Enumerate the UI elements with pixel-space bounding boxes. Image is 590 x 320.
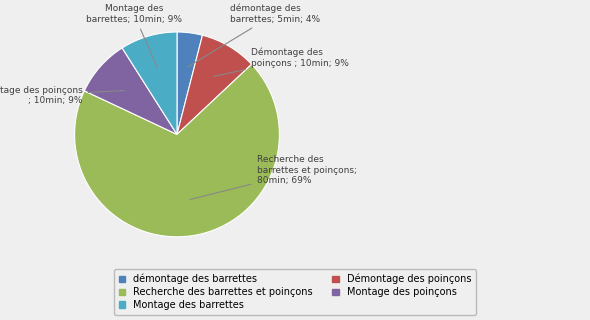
Text: Montage des
barrettes; 10min; 9%: Montage des barrettes; 10min; 9% <box>86 4 182 68</box>
Wedge shape <box>122 32 177 134</box>
Text: Montage des poinçons
; 10min; 9%: Montage des poinçons ; 10min; 9% <box>0 86 124 105</box>
Legend: démontage des barrettes, Recherche des barrettes et poinçons, Montage des barret: démontage des barrettes, Recherche des b… <box>114 269 476 315</box>
Wedge shape <box>177 32 202 134</box>
Text: Recherche des
barrettes et poinçons;
80min; 69%: Recherche des barrettes et poinçons; 80m… <box>190 155 357 199</box>
Text: temps de changement de serie: temps de changement de serie <box>192 272 398 285</box>
Wedge shape <box>84 48 177 134</box>
Wedge shape <box>74 64 280 237</box>
Text: Démontage des
poinçons ; 10min; 9%: Démontage des poinçons ; 10min; 9% <box>214 48 349 76</box>
Text: démontage des
barrettes; 5min; 4%: démontage des barrettes; 5min; 4% <box>188 4 320 67</box>
Wedge shape <box>177 35 252 134</box>
